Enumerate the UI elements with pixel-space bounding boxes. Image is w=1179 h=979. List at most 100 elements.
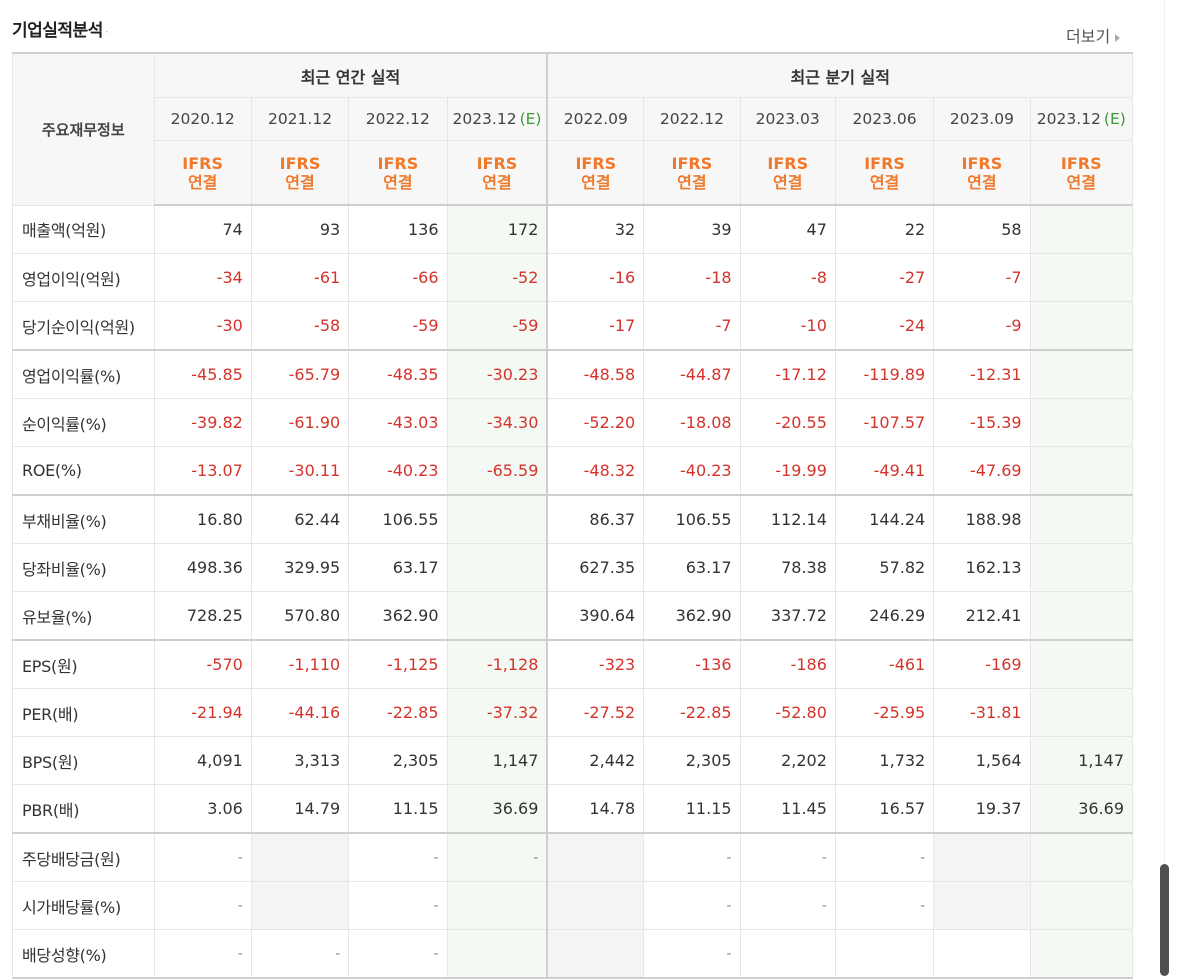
table-cell xyxy=(1029,688,1134,737)
table-cell: 36.69 xyxy=(1029,784,1134,834)
table-cell: -18 xyxy=(643,253,741,302)
table-row: 영업이익(억원) -34 -61 -66 -52 -16 -18 -8 -27 -7 xyxy=(12,253,1134,302)
table-cell xyxy=(933,832,1031,882)
table-cell: -48.35 xyxy=(348,349,448,399)
table-cell: - xyxy=(643,929,741,979)
table-cell: -39.82 xyxy=(153,398,252,447)
table-cell xyxy=(1029,398,1134,447)
table-cell: -15.39 xyxy=(933,398,1031,447)
table-cell: -19.99 xyxy=(739,446,836,496)
table-cell: -7 xyxy=(933,253,1031,302)
table-row: 유보율(%) 728.25 570.80 362.90 390.64 362.90 337.… xyxy=(12,591,1134,641)
table-cell: -7 xyxy=(643,301,741,351)
row-header-label: 주요재무정보 xyxy=(12,52,155,206)
table-cell: -66 xyxy=(348,253,448,302)
table-cell: 11.15 xyxy=(348,784,448,834)
table-row: 부채비율(%) 16.80 62.44 106.55 86.37 106.55 112.14… xyxy=(12,494,1134,544)
table-cell: -65.59 xyxy=(446,446,548,496)
table-cell: -48.58 xyxy=(546,349,645,399)
table-cell xyxy=(1029,494,1134,544)
scrollbar-thumb[interactable] xyxy=(1160,864,1169,976)
row-label: EPS(원) xyxy=(12,639,155,689)
row-label: 당좌비율(%) xyxy=(12,543,155,592)
table-cell: -186 xyxy=(739,639,836,689)
table-cell: 3.06 xyxy=(153,784,252,834)
table-cell: 728.25 xyxy=(153,591,252,641)
accounting-standard: IFRS 연결 xyxy=(250,140,350,206)
more-link[interactable]: 더보기 xyxy=(1066,23,1121,47)
scrollbar-track[interactable] xyxy=(1164,0,1179,976)
table-cell: -8 xyxy=(739,253,836,302)
accounting-standard: IFRS 연결 xyxy=(546,140,645,206)
table-row: 매출액(억원) 74 93 136 172 32 39 47 22 58 xyxy=(12,204,1134,254)
table-cell: - xyxy=(348,832,448,882)
row-label: ROE(%) xyxy=(12,446,155,496)
row-label: 배당성향(%) xyxy=(12,929,155,979)
table-cell: 62.44 xyxy=(250,494,350,544)
table-cell: -34 xyxy=(153,253,252,302)
table-cell: -21.94 xyxy=(153,688,252,737)
table-cell: -27 xyxy=(834,253,935,302)
table-cell: -17 xyxy=(546,301,645,351)
table-cell xyxy=(834,929,935,979)
table-cell: 4,091 xyxy=(153,736,252,785)
table-cell xyxy=(933,881,1031,930)
table-cell: -27.52 xyxy=(546,688,645,737)
table-cell: 162.13 xyxy=(933,543,1031,592)
table-cell: -136 xyxy=(643,639,741,689)
table-row: ROE(%) -13.07 -30.11 -40.23 -65.59 -48.32 -40.… xyxy=(12,446,1134,496)
accounting-standard: IFRS 연결 xyxy=(643,140,741,206)
table-row: 시가배당률(%) - - - - - xyxy=(12,881,1134,930)
table-cell: 78.38 xyxy=(739,543,836,592)
table-cell: -30 xyxy=(153,301,252,351)
period-header: 2020.12 xyxy=(153,97,252,141)
table-cell: 246.29 xyxy=(834,591,935,641)
table-cell: - xyxy=(153,832,252,882)
table-cell: -18.08 xyxy=(643,398,741,447)
table-cell: 570.80 xyxy=(250,591,350,641)
table-cell: 390.64 xyxy=(546,591,645,641)
period-header: 2022.12 xyxy=(348,97,448,141)
financial-table: 주요재무정보 최근 연간 실적 최근 분기 실적 2020.12 2021.12 2… xyxy=(12,52,1134,979)
table-cell: 498.36 xyxy=(153,543,252,592)
table-cell: 212.41 xyxy=(933,591,1031,641)
table-cell: -45.85 xyxy=(153,349,252,399)
table-cell xyxy=(446,929,548,979)
row-label: 유보율(%) xyxy=(12,591,155,641)
table-cell: -52 xyxy=(446,253,548,302)
table-cell: 63.17 xyxy=(348,543,448,592)
table-cell: - xyxy=(250,929,350,979)
table-cell xyxy=(446,543,548,592)
period-header: 2023.12 (E) xyxy=(446,97,548,141)
table-cell: -40.23 xyxy=(643,446,741,496)
table-cell xyxy=(250,832,350,882)
period-header: 2023.12 (E) xyxy=(1029,97,1134,141)
table-row: BPS(원) 4,091 3,313 2,305 1,147 2,442 2,305 2,20… xyxy=(12,736,1134,785)
table-cell: 16.57 xyxy=(834,784,935,834)
row-label: 시가배당률(%) xyxy=(12,881,155,930)
table-cell xyxy=(250,881,350,930)
table-cell: - xyxy=(153,929,252,979)
period-header: 2021.12 xyxy=(250,97,350,141)
table-cell: 188.98 xyxy=(933,494,1031,544)
group-quarter-header: 최근 분기 실적 xyxy=(546,52,1134,98)
table-cell: 16.80 xyxy=(153,494,252,544)
table-cell: -48.32 xyxy=(546,446,645,496)
table-cell xyxy=(446,881,548,930)
table-cell: 362.90 xyxy=(348,591,448,641)
accounting-standard: IFRS 연결 xyxy=(348,140,448,206)
table-cell: -107.57 xyxy=(834,398,935,447)
table-cell: 112.14 xyxy=(739,494,836,544)
table-cell: 86.37 xyxy=(546,494,645,544)
table-cell: 14.78 xyxy=(546,784,645,834)
table-cell xyxy=(1029,929,1134,979)
table-cell: 22 xyxy=(834,204,935,254)
row-label: 주당배당금(원) xyxy=(12,832,155,882)
table-cell: 329.95 xyxy=(250,543,350,592)
table-cell: 1,564 xyxy=(933,736,1031,785)
table-cell: 11.15 xyxy=(643,784,741,834)
table-cell xyxy=(933,929,1031,979)
table-cell xyxy=(446,494,548,544)
table-cell: -20.55 xyxy=(739,398,836,447)
table-row: 순이익률(%) -39.82 -61.90 -43.03 -34.30 -52.20 -18… xyxy=(12,398,1134,447)
